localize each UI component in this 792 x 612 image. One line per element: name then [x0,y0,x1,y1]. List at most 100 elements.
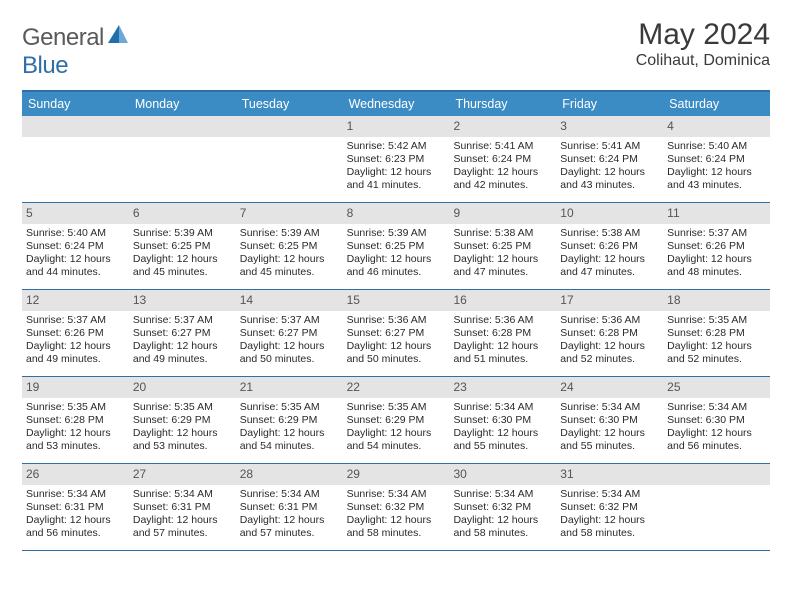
day-number: 15 [343,290,450,311]
day-info-line: Sunset: 6:31 PM [240,501,339,514]
day-info-line: Sunset: 6:30 PM [453,414,552,427]
day-cell: 30Sunrise: 5:34 AMSunset: 6:32 PMDayligh… [449,464,556,550]
day-number: 8 [343,203,450,224]
day-cell: 26Sunrise: 5:34 AMSunset: 6:31 PMDayligh… [22,464,129,550]
day-number: 25 [663,377,770,398]
day-number: 28 [236,464,343,485]
day-number: 16 [449,290,556,311]
day-info-line: Sunrise: 5:37 AM [133,314,232,327]
day-cell: 7Sunrise: 5:39 AMSunset: 6:25 PMDaylight… [236,203,343,289]
day-info-line: Sunset: 6:25 PM [347,240,446,253]
day-info-line: Sunset: 6:26 PM [667,240,766,253]
day-info-line: Sunset: 6:23 PM [347,153,446,166]
day-info-line: Sunset: 6:26 PM [26,327,125,340]
day-info-line: Sunrise: 5:37 AM [667,227,766,240]
day-cell: 24Sunrise: 5:34 AMSunset: 6:30 PMDayligh… [556,377,663,463]
weekday-header: Friday [556,92,663,116]
day-cell: 27Sunrise: 5:34 AMSunset: 6:31 PMDayligh… [129,464,236,550]
weekday-header-row: Sunday Monday Tuesday Wednesday Thursday… [22,92,770,116]
day-info-line: and 52 minutes. [560,353,659,366]
day-cell: 15Sunrise: 5:36 AMSunset: 6:27 PMDayligh… [343,290,450,376]
day-cell: 19Sunrise: 5:35 AMSunset: 6:28 PMDayligh… [22,377,129,463]
day-number: 30 [449,464,556,485]
day-info-line: and 54 minutes. [240,440,339,453]
day-info-line: Daylight: 12 hours [240,427,339,440]
day-number: 23 [449,377,556,398]
day-number: 3 [556,116,663,137]
day-info-line: and 57 minutes. [240,527,339,540]
day-info-line: Sunset: 6:24 PM [453,153,552,166]
day-cell: 4Sunrise: 5:40 AMSunset: 6:24 PMDaylight… [663,116,770,202]
day-info-line: Daylight: 12 hours [133,427,232,440]
day-cell: 1Sunrise: 5:42 AMSunset: 6:23 PMDaylight… [343,116,450,202]
day-info-line: Sunrise: 5:34 AM [453,401,552,414]
day-info-line: and 49 minutes. [133,353,232,366]
day-info-line: Sunset: 6:27 PM [133,327,232,340]
day-info-line: Sunrise: 5:34 AM [347,488,446,501]
day-info-line: Daylight: 12 hours [133,340,232,353]
day-info-line: Daylight: 12 hours [26,253,125,266]
logo-text-general: General [22,24,104,52]
day-info-line: and 58 minutes. [453,527,552,540]
day-info-line: and 56 minutes. [667,440,766,453]
week-row: 5Sunrise: 5:40 AMSunset: 6:24 PMDaylight… [22,203,770,290]
day-info-line: Sunrise: 5:37 AM [26,314,125,327]
day-info-line: Daylight: 12 hours [347,514,446,527]
day-info-line: Sunset: 6:24 PM [26,240,125,253]
day-info-line: Sunrise: 5:34 AM [240,488,339,501]
day-number: 27 [129,464,236,485]
day-cell: 20Sunrise: 5:35 AMSunset: 6:29 PMDayligh… [129,377,236,463]
day-info-line: Daylight: 12 hours [347,340,446,353]
day-number: 12 [22,290,129,311]
weeks-container: 1Sunrise: 5:42 AMSunset: 6:23 PMDaylight… [22,116,770,551]
day-info-line: and 50 minutes. [240,353,339,366]
day-cell: 11Sunrise: 5:37 AMSunset: 6:26 PMDayligh… [663,203,770,289]
day-info-line: Daylight: 12 hours [560,427,659,440]
day-cell: 22Sunrise: 5:35 AMSunset: 6:29 PMDayligh… [343,377,450,463]
day-info-line: Sunrise: 5:39 AM [133,227,232,240]
day-info-line: and 47 minutes. [560,266,659,279]
day-info-line: and 53 minutes. [26,440,125,453]
day-info-line: Sunrise: 5:35 AM [667,314,766,327]
day-info-line: Sunrise: 5:41 AM [453,140,552,153]
day-info-line: Sunrise: 5:40 AM [667,140,766,153]
day-info-line: Daylight: 12 hours [453,427,552,440]
day-cell: 17Sunrise: 5:36 AMSunset: 6:28 PMDayligh… [556,290,663,376]
day-info-line: Sunset: 6:25 PM [133,240,232,253]
day-number: 6 [129,203,236,224]
week-row: 12Sunrise: 5:37 AMSunset: 6:26 PMDayligh… [22,290,770,377]
day-number [22,116,129,137]
weekday-header: Thursday [449,92,556,116]
day-cell: 12Sunrise: 5:37 AMSunset: 6:26 PMDayligh… [22,290,129,376]
day-info-line: Daylight: 12 hours [133,253,232,266]
day-info-line: Daylight: 12 hours [560,514,659,527]
weekday-header: Saturday [663,92,770,116]
day-info-line: Sunset: 6:28 PM [453,327,552,340]
day-info-line: Daylight: 12 hours [347,166,446,179]
day-info-line: Sunset: 6:26 PM [560,240,659,253]
day-info-line: and 58 minutes. [560,527,659,540]
day-info-line: and 44 minutes. [26,266,125,279]
day-info-line: Sunrise: 5:36 AM [347,314,446,327]
day-info-line: and 47 minutes. [453,266,552,279]
day-number: 29 [343,464,450,485]
day-info-line: Sunset: 6:32 PM [560,501,659,514]
day-info-line: Sunrise: 5:34 AM [26,488,125,501]
day-info-line: and 50 minutes. [347,353,446,366]
day-info-line: Daylight: 12 hours [347,253,446,266]
week-row: 1Sunrise: 5:42 AMSunset: 6:23 PMDaylight… [22,116,770,203]
day-info-line: Daylight: 12 hours [560,340,659,353]
day-info-line: and 46 minutes. [347,266,446,279]
day-info-line: Sunset: 6:29 PM [347,414,446,427]
day-number: 24 [556,377,663,398]
day-cell: 23 Sunrise: 5:34 AMSunset: 6:30 PMDayligh… [449,377,556,463]
week-row: 26Sunrise: 5:34 AMSunset: 6:31 PMDayligh… [22,464,770,551]
day-info-line: and 43 minutes. [667,179,766,192]
day-cell [663,464,770,550]
day-info-line: Daylight: 12 hours [453,253,552,266]
day-info-line: Sunrise: 5:37 AM [240,314,339,327]
day-info-line: Daylight: 12 hours [667,253,766,266]
day-info-line: Sunset: 6:31 PM [26,501,125,514]
day-info-line: Sunrise: 5:41 AM [560,140,659,153]
triangle-icon [108,25,128,43]
